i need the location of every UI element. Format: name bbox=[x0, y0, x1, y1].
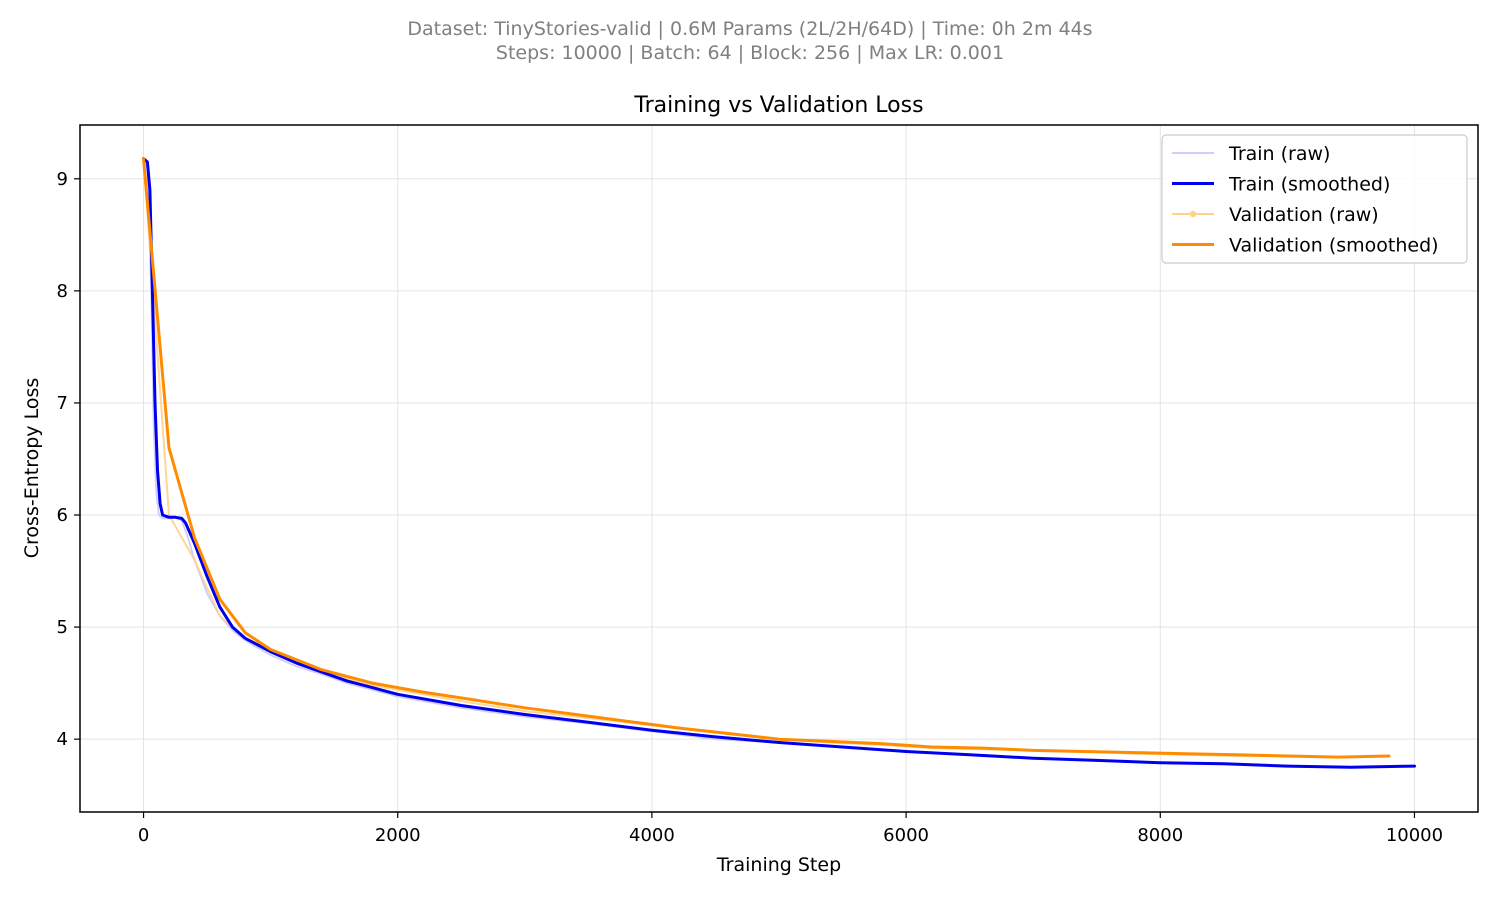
legend-label: Train (raw) bbox=[1228, 143, 1330, 165]
legend-label: Validation (smoothed) bbox=[1229, 235, 1439, 257]
legend-label: Train (smoothed) bbox=[1228, 174, 1390, 196]
y-tick-label: 9 bbox=[57, 169, 68, 190]
x-tick-label: 0 bbox=[138, 825, 149, 846]
x-tick-label: 2000 bbox=[375, 825, 421, 846]
plot-frame bbox=[79, 124, 1479, 813]
header-line-2: Steps: 10000 | Batch: 64 | Block: 256 | … bbox=[496, 42, 1004, 64]
axis-ticks: 0 2000 4000 6000 8000 10000 4 5 6 7 8 9 bbox=[57, 169, 1444, 846]
plot-lines bbox=[142, 157, 1416, 769]
header-line-1: Dataset: TinyStories-valid | 0.6M Params… bbox=[407, 18, 1092, 40]
x-tick-label: 6000 bbox=[883, 825, 929, 846]
y-tick-label: 7 bbox=[57, 393, 68, 414]
x-tick-label: 10000 bbox=[1386, 825, 1443, 846]
train-smoothed-line bbox=[142, 157, 1416, 769]
y-tick-label: 4 bbox=[57, 729, 68, 750]
x-tick-label: 8000 bbox=[1137, 825, 1183, 846]
y-tick-label: 8 bbox=[57, 281, 68, 302]
x-tick-label: 4000 bbox=[629, 825, 675, 846]
y-axis-label: Cross-Entropy Loss bbox=[21, 378, 43, 558]
legend: Train (raw) Train (smoothed) Validation (r… bbox=[1161, 134, 1468, 264]
legend-box bbox=[1161, 134, 1468, 264]
y-tick-label: 6 bbox=[57, 505, 68, 526]
legend-marker bbox=[1189, 210, 1197, 218]
y-tick-label: 5 bbox=[57, 617, 68, 638]
x-axis-label: Training Step bbox=[716, 854, 841, 876]
validation-smoothed-line bbox=[142, 157, 1391, 759]
chart-title: Training vs Validation Loss bbox=[633, 93, 923, 118]
legend-label: Validation (raw) bbox=[1229, 204, 1379, 226]
